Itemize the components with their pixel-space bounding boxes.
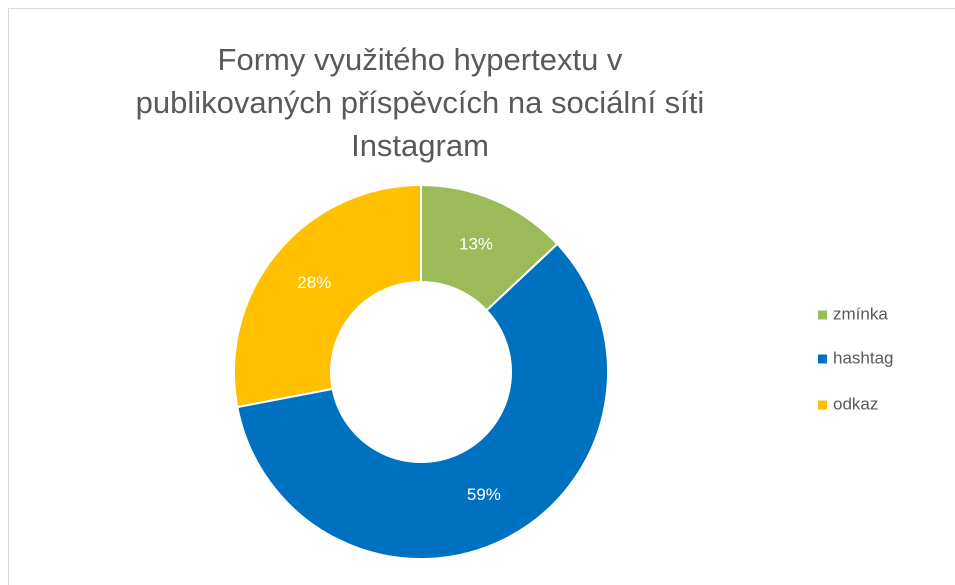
chart-title: Formy využitého hypertextu v publikovaný… bbox=[135, 42, 705, 163]
donut-slice bbox=[236, 242, 609, 560]
data-label: 28% bbox=[297, 273, 331, 292]
legend-label: hashtag bbox=[833, 348, 894, 367]
legend-label: zmínka bbox=[833, 304, 888, 323]
legend-swatch bbox=[818, 400, 827, 410]
data-label: 13% bbox=[459, 234, 493, 253]
legend-swatch bbox=[818, 310, 827, 320]
legend-swatch bbox=[818, 354, 827, 364]
donut-slice bbox=[233, 183, 422, 409]
chart-frame bbox=[8, 8, 955, 585]
data-label: 59% bbox=[467, 485, 501, 504]
legend-label: odkaz bbox=[833, 394, 878, 413]
